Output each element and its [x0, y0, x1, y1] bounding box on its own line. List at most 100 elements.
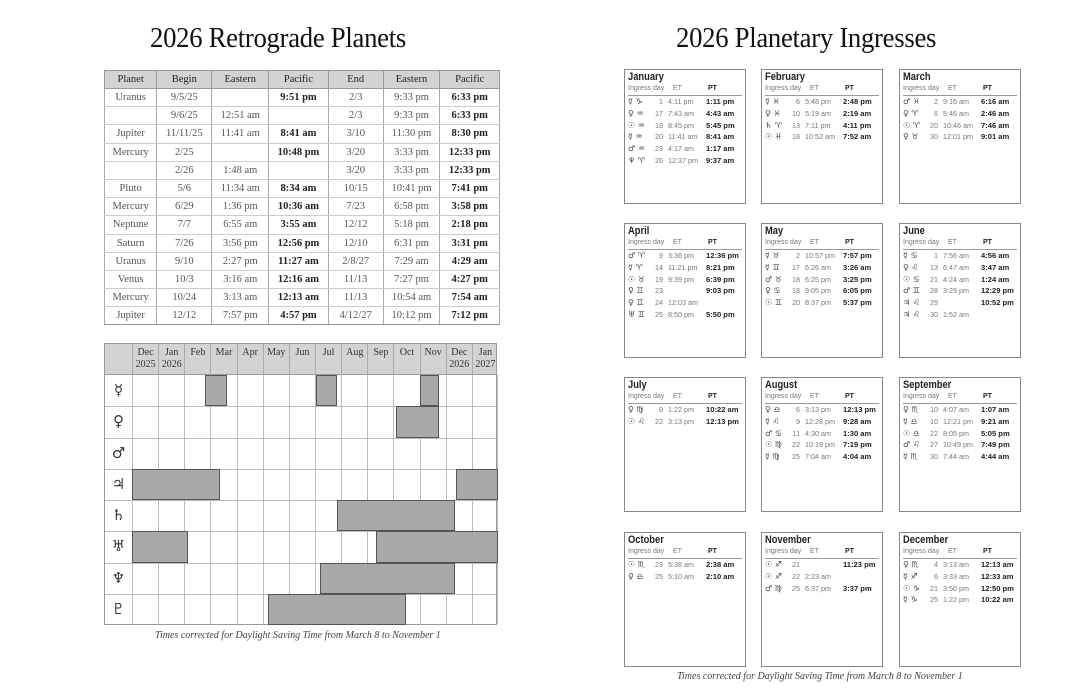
- month-box-august: August Ingress day ET PT ♀ ♎ 6 3:13 pm 12:13 pm ☿…: [761, 377, 883, 512]
- ingress-et: 7:11 pm: [805, 120, 831, 130]
- month-column-header: Feb: [184, 344, 210, 376]
- column-label-ingress: Ingress: [903, 548, 926, 555]
- ingress-pt: 7:49 pm: [981, 440, 1010, 450]
- ingress-et: 1:52 am: [943, 310, 969, 319]
- ingress-row: ♅ ♊ 25 8:50 pm 5:50 pm: [628, 310, 742, 321]
- ingress-pt: 2:19 am: [843, 108, 872, 118]
- table-row: Mercury 6/29 1:36 pm 10:36 am 7/23 6:58 pm 3:5…: [103, 197, 500, 217]
- ingress-row: ☿ ♑ 25 1:22 pm 10:22 am: [903, 595, 1017, 606]
- table-cell: 1:36 pm: [211, 197, 270, 217]
- ingress-pt: 1:30 am: [843, 428, 872, 438]
- ingress-pt: 6:39 pm: [706, 274, 735, 284]
- ingress-day: 6: [934, 108, 938, 118]
- table-cell: 10:41 pm: [382, 179, 441, 199]
- ingress-pt: 5:05 pm: [981, 428, 1010, 438]
- table-cell: 7/23: [327, 197, 384, 217]
- column-header: Planet: [103, 70, 158, 89]
- column-label-et: ET: [810, 85, 819, 92]
- ingress-pt: 1:07 am: [981, 405, 1010, 414]
- table-cell: 9:33 pm: [382, 106, 441, 126]
- column-label-ingress: Ingress: [765, 239, 788, 246]
- year-label: 2027: [475, 359, 496, 370]
- ingress-column-headers: Ingress day ET PT: [903, 85, 1017, 96]
- ingress-et: 9:16 am: [943, 97, 969, 106]
- ingress-et: 6:47 am: [943, 262, 969, 272]
- ingress-day: 9: [659, 251, 663, 260]
- ingress-pt: 3:26 am: [843, 262, 872, 272]
- column-label-et: ET: [673, 85, 682, 92]
- planet-sign-icon: ♀ ♏: [903, 405, 919, 414]
- ingress-row: ♀ ♏ 10 4:07 am 1:07 am: [903, 405, 1017, 416]
- ingress-pt: 8:41 am: [706, 132, 735, 142]
- ingress-row: ♀ ♌ 13 6:47 am 3:47 am: [903, 263, 1017, 274]
- grid-line: [105, 406, 496, 408]
- table-cell: 2:27 pm: [211, 252, 270, 271]
- ingress-day: 30: [930, 452, 938, 462]
- ingress-row: ♀ ♍ 9 1:22 pm 10:22 am: [628, 405, 742, 416]
- column-label-pt: PT: [708, 85, 717, 92]
- ingress-row: ☉ ♐ 22 2:23 am: [765, 572, 879, 583]
- planet-sign-icon: ☿ ♉: [765, 251, 780, 260]
- planet-sign-icon: ☿ ♒: [628, 132, 643, 142]
- column-label-et: ET: [673, 393, 682, 400]
- ingress-pt: 4:56 am: [981, 251, 1010, 260]
- retrograde-bar: [132, 531, 189, 563]
- month-column-header: Sep: [367, 344, 393, 376]
- ingress-row: ☉ ♈ 20 10:46 am 7:46 am: [903, 121, 1017, 132]
- ingress-pt: 12:13 am: [981, 560, 1014, 569]
- ingress-row: ☿ ♍ 25 7:04 am 4:04 am: [765, 452, 879, 463]
- month-name: February: [765, 71, 806, 83]
- planet-sign-icon: ☿ ♌: [765, 416, 780, 426]
- planet-sign-icon: ♀ ♊: [628, 286, 644, 296]
- ingress-et: 10:46 am: [943, 120, 973, 130]
- grid-line: [236, 375, 238, 624]
- ingress-day: 9: [659, 405, 663, 414]
- table-cell: Mercury: [103, 197, 158, 217]
- table-cell: 7:27 pm: [382, 270, 441, 290]
- ingress-day: 25: [930, 595, 938, 605]
- ingress-et: 7:56 am: [943, 251, 969, 260]
- month-label: Apr: [242, 347, 258, 358]
- planet-sign-icon: ☿ ♏: [903, 452, 918, 462]
- table-cell: 2/25: [156, 143, 213, 162]
- retrograde-bar: [320, 562, 455, 594]
- table-cell: [103, 106, 158, 126]
- planet-sign-icon: ☉ ♐: [765, 571, 782, 581]
- ingress-et: 9:39 pm: [668, 274, 694, 284]
- ingress-pt: 6:16 am: [981, 97, 1010, 106]
- column-label-day: day: [790, 548, 802, 555]
- table-cell: Mercury: [103, 143, 158, 162]
- ingress-day: 6: [934, 571, 938, 581]
- ingress-day: 20: [930, 120, 938, 130]
- month-label: Jul: [322, 347, 335, 358]
- month-label: Nov: [424, 347, 442, 358]
- month-column-header: May: [262, 344, 289, 376]
- ingress-day: 13: [930, 262, 938, 272]
- table-cell: 4:29 am: [439, 252, 500, 271]
- table-cell: Uranus: [103, 88, 158, 108]
- planet-sign-icon: ♂ ♊: [903, 286, 920, 296]
- table-cell: 7/7: [156, 215, 213, 235]
- ingress-row: ☉ ♓ 18 10:52 am 7:52 am: [765, 132, 879, 143]
- table-cell: 6:55 am: [211, 215, 270, 235]
- ingress-et: 10:52 am: [805, 132, 835, 142]
- table-cell: 10/15: [327, 179, 384, 199]
- ingress-row: ♀ ♈ 6 5:46 am 2:46 am: [903, 109, 1017, 120]
- ingress-et: 7:04 am: [805, 452, 831, 462]
- column-label-day: day: [928, 548, 940, 555]
- ingress-pt: 5:37 pm: [843, 298, 872, 308]
- table-cell: 6:31 pm: [382, 234, 441, 253]
- ingress-day: 2: [934, 97, 938, 106]
- ingress-row: ☿ ♋ 1 7:56 am 4:56 am: [903, 251, 1017, 262]
- table-cell: 10:12 pm: [382, 306, 441, 326]
- ingress-day: 25: [655, 310, 663, 319]
- ingress-day: 23: [655, 144, 663, 154]
- column-label-day: day: [790, 239, 802, 246]
- ingress-pt: 7:57 pm: [843, 251, 872, 260]
- year-label: 2026: [161, 359, 182, 370]
- column-label-pt: PT: [845, 548, 854, 555]
- ingress-pt: 2:48 pm: [843, 97, 872, 106]
- ingress-day: 11: [792, 428, 800, 438]
- ingress-day: 6: [796, 97, 800, 106]
- ingress-et: 12:28 pm: [805, 416, 835, 426]
